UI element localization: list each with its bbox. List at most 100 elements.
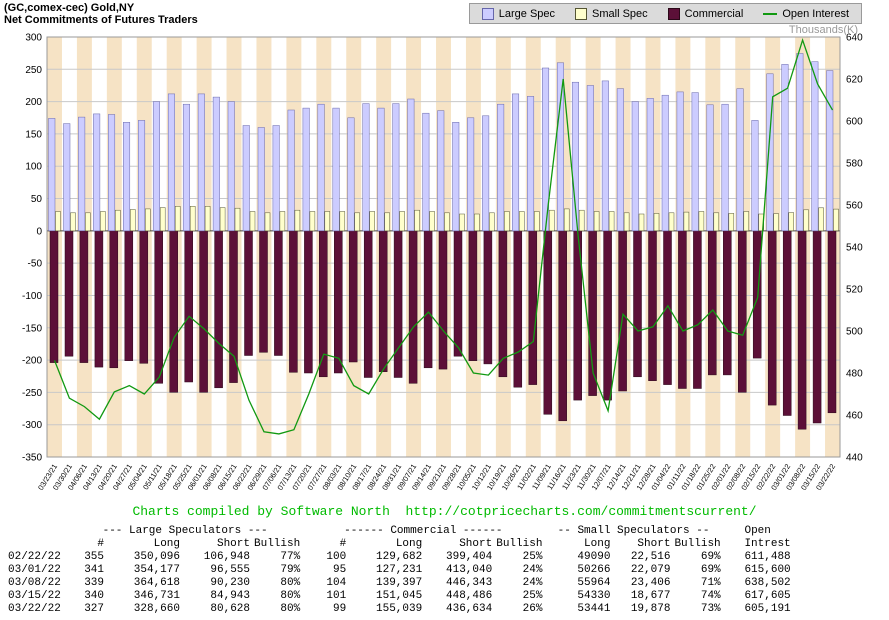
large-spec-bar bbox=[736, 88, 744, 232]
small-spec-bar bbox=[100, 211, 106, 232]
large-spec-bar bbox=[467, 117, 475, 232]
table-cell: 350,096 bbox=[133, 551, 180, 563]
left-axis-label: -100 bbox=[22, 291, 42, 302]
small-spec-bar bbox=[429, 211, 435, 232]
large-spec-bar bbox=[527, 96, 535, 232]
table-cell: 101 bbox=[326, 590, 347, 602]
table-column-header bbox=[6, 538, 68, 551]
table-cell: 617,605 bbox=[744, 590, 791, 602]
table-cell: 73% bbox=[700, 603, 721, 615]
table-column-header: Long bbox=[395, 538, 423, 550]
commercial-bar bbox=[49, 230, 59, 363]
small-spec-bar bbox=[294, 209, 301, 232]
large-spec-swatch-icon bbox=[481, 7, 494, 20]
commercial-bar bbox=[752, 230, 762, 359]
left-axis-label: 0 bbox=[36, 226, 42, 237]
small-spec-bar bbox=[578, 209, 585, 232]
commercial-bar bbox=[812, 230, 822, 424]
small-spec-bar bbox=[818, 207, 824, 232]
small-spec-bar bbox=[668, 212, 675, 232]
open-interest-line-icon bbox=[763, 12, 778, 15]
table-cell: 54330 bbox=[577, 590, 611, 602]
commercial-bar bbox=[274, 230, 283, 356]
left-axis-label: -350 bbox=[22, 453, 42, 464]
table-row: 03/01/22 341 354,177 96,555 79% 95 127,231 413,… bbox=[6, 564, 793, 577]
small-spec-bar bbox=[833, 208, 839, 232]
large-spec-bar bbox=[437, 110, 445, 232]
large-spec-bar bbox=[676, 91, 684, 232]
table-cell: 74% bbox=[700, 590, 721, 602]
small-spec-bar bbox=[504, 211, 510, 232]
small-spec-bar bbox=[249, 211, 256, 232]
small-spec-bar bbox=[85, 212, 91, 232]
table-cell: 71% bbox=[700, 577, 721, 589]
commercial-bar bbox=[678, 230, 687, 389]
table-column-header: Long bbox=[153, 538, 180, 550]
large-spec-bar bbox=[571, 81, 579, 232]
left-axis-label: -200 bbox=[22, 356, 42, 367]
large-spec-bar bbox=[108, 114, 116, 232]
table-cell: 104 bbox=[326, 577, 347, 589]
table-cell: 79% bbox=[280, 564, 301, 576]
legend-label-open-interest: Open Interest bbox=[782, 7, 849, 20]
commercial-bar bbox=[199, 230, 208, 393]
commercial-bar bbox=[393, 230, 403, 378]
table-cell: 22,079 bbox=[630, 564, 671, 576]
large-spec-bar bbox=[721, 103, 729, 232]
large-spec-bar bbox=[407, 98, 415, 232]
large-spec-bar bbox=[242, 125, 250, 232]
small-spec-bar bbox=[653, 213, 660, 232]
table-cell: 25% bbox=[522, 590, 543, 602]
commercial-swatch-icon bbox=[667, 7, 680, 20]
commercial-bar bbox=[109, 230, 119, 369]
table-cell: 80% bbox=[280, 603, 301, 615]
large-spec-bar bbox=[167, 93, 175, 232]
small-spec-bar bbox=[519, 211, 525, 232]
right-axis-unit-label: Thousands(K) bbox=[788, 24, 858, 36]
small-spec-bar bbox=[130, 209, 136, 232]
large-spec-bar bbox=[811, 61, 819, 232]
table-group-header: Open bbox=[744, 525, 771, 537]
commercial-bar bbox=[723, 230, 732, 376]
table-column-header: # bbox=[339, 538, 347, 550]
table-group-header: ------ Commercial ------ bbox=[344, 525, 503, 537]
table-cell: 346,731 bbox=[133, 590, 180, 602]
small-spec-bar bbox=[399, 211, 405, 232]
table-cell: 96,555 bbox=[210, 564, 250, 576]
table-cell: 413,040 bbox=[446, 564, 493, 576]
left-axis-label: 50 bbox=[31, 194, 43, 205]
table-cell: 03/08/22 bbox=[8, 577, 61, 589]
small-spec-bar bbox=[803, 209, 809, 232]
large-spec-bar bbox=[586, 85, 594, 232]
right-axis-label: 540 bbox=[846, 243, 863, 254]
table-cell: 127,231 bbox=[376, 564, 423, 576]
cot-table: --- Large Speculators --- ------ Commerci… bbox=[6, 525, 793, 616]
small-spec-bar bbox=[369, 211, 375, 232]
small-spec-bar bbox=[444, 212, 450, 232]
commercial-bar bbox=[633, 230, 642, 378]
commercial-bar bbox=[618, 230, 627, 392]
table-column-header: Bullish bbox=[674, 538, 721, 550]
table-cell: 615,600 bbox=[744, 564, 791, 576]
commercial-bar bbox=[648, 230, 657, 381]
right-axis-label: 640 bbox=[846, 33, 863, 44]
small-spec-bar bbox=[55, 211, 61, 232]
commercial-bar bbox=[738, 230, 747, 393]
large-spec-bar bbox=[392, 103, 400, 232]
commercial-bar bbox=[603, 230, 612, 401]
commercial-bar bbox=[468, 230, 478, 361]
small-spec-bar bbox=[788, 212, 794, 232]
left-axis-label: -250 bbox=[22, 388, 42, 399]
table-cell: 605,191 bbox=[744, 603, 791, 615]
left-axis-label: -300 bbox=[22, 420, 42, 431]
table-cell: 436,634 bbox=[446, 603, 493, 615]
commercial-bar bbox=[693, 230, 702, 389]
table-cell: 49090 bbox=[577, 551, 611, 563]
table-column-header: Intrest bbox=[744, 538, 791, 550]
small-spec-bar bbox=[174, 206, 181, 232]
commercial-bar bbox=[483, 230, 493, 365]
large-spec-bar bbox=[182, 103, 190, 232]
small-spec-bar bbox=[623, 212, 630, 232]
table-cell: 99 bbox=[333, 603, 347, 615]
